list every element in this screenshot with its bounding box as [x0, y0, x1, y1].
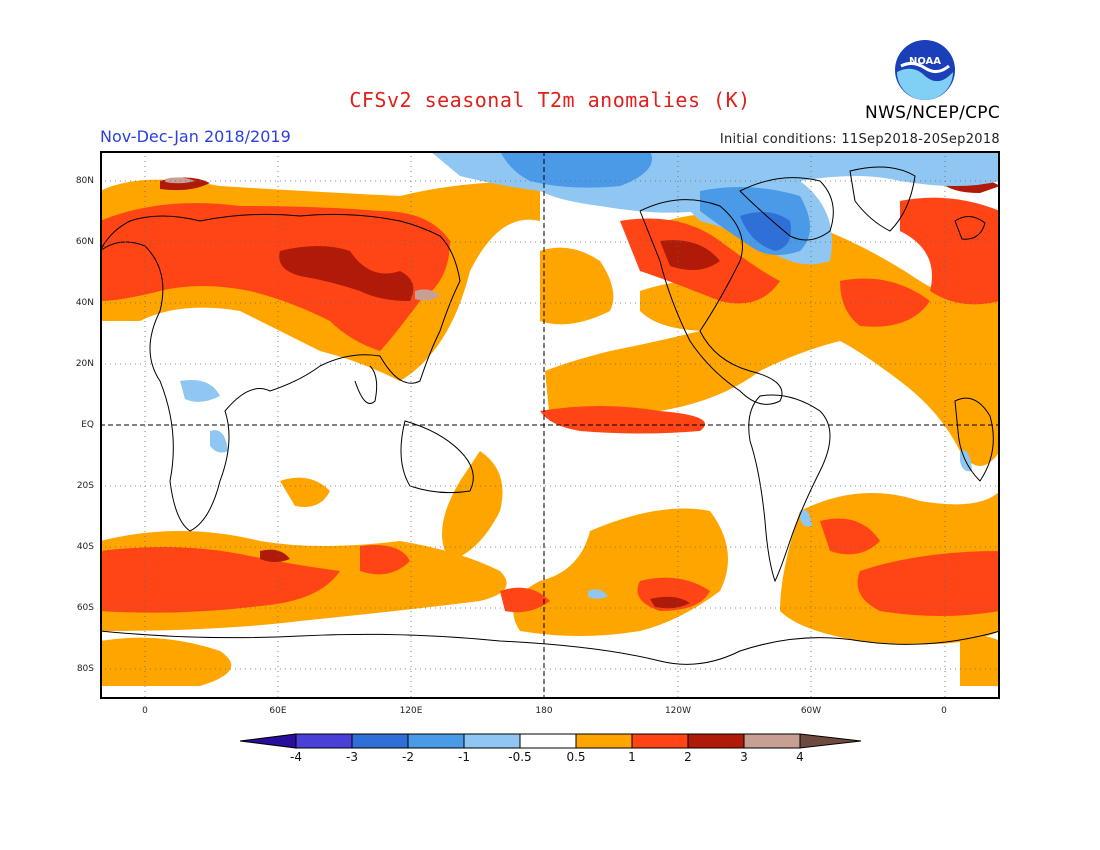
initial-conditions: Initial conditions: 11Sep2018-20Sep2018: [719, 132, 1000, 147]
coastlines: [100, 166, 1000, 665]
colorbar-cell: [407, 733, 465, 749]
colorbar-label: -3: [346, 750, 358, 764]
colorbar-cell: [519, 733, 577, 749]
anomaly-1-2-regions: [100, 197, 1000, 616]
colorbar-label: 2: [684, 750, 692, 764]
anomaly-map: [100, 151, 1000, 699]
colorbar-cell: [799, 733, 862, 749]
logo-text: NOAA: [909, 56, 941, 67]
colorbar-cell: [351, 733, 409, 749]
lon-label: 0: [142, 706, 148, 716]
colorbar-label: -2: [402, 750, 414, 764]
lat-label: 80N: [75, 176, 94, 186]
colorbar-cell: [687, 733, 745, 749]
lon-label: 120W: [664, 706, 692, 716]
lon-label: 180: [535, 706, 553, 716]
graticule: [100, 151, 1000, 699]
colorbar-cell: [295, 733, 353, 749]
lat-label: 60N: [75, 237, 94, 247]
colorbar-cell: [240, 733, 297, 749]
colorbar-label: 3: [740, 750, 748, 764]
colorbar-label: -4: [290, 750, 302, 764]
colorbar-label: -0.5: [508, 750, 532, 764]
lat-label: 20N: [75, 359, 94, 369]
lat-label: EQ: [81, 420, 94, 430]
lat-label: 80S: [76, 664, 94, 674]
chart-title: CFSv2 seasonal T2m anomalies (K): [349, 88, 751, 112]
colorbar-label: 4: [796, 750, 804, 764]
lon-label: 0: [941, 706, 947, 716]
noaa-logo: NOAA: [895, 40, 955, 100]
colorbar-label: 0.5: [566, 750, 586, 764]
colorbar-label: 1: [628, 750, 636, 764]
map-frame: [100, 151, 1000, 699]
colorbar-cell: [575, 733, 633, 749]
colorbar-label: -1: [458, 750, 470, 764]
colorbar-cell: [631, 733, 689, 749]
colorbar: [240, 733, 862, 749]
anomaly-negative-2-3-regions: [740, 212, 791, 251]
lat-label: 20S: [76, 481, 94, 491]
lat-label: 40S: [76, 542, 94, 552]
lat-label: 60S: [76, 603, 94, 613]
forecast-period: Nov-Dec-Jan 2018/2019: [100, 127, 291, 146]
colorbar-cell: [743, 733, 801, 749]
colorbar-cell: [463, 733, 521, 749]
reference-lines: [100, 151, 1000, 699]
lon-label: 60E: [269, 706, 287, 716]
lat-label: 40N: [75, 298, 94, 308]
lon-label: 60W: [800, 706, 822, 716]
agency-label: NWS/NCEP/CPC: [865, 103, 1000, 123]
lon-label: 120E: [399, 706, 423, 716]
